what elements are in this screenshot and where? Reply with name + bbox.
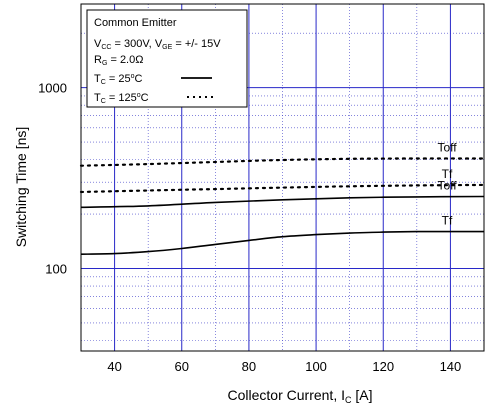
- x-tick-label: 60: [175, 359, 189, 374]
- x-axis-label: Collector Current, IC [A]: [228, 387, 373, 405]
- legend-line-common-emitter: Common Emitter: [94, 17, 177, 29]
- x-tick-label: 100: [305, 359, 327, 374]
- y-tick-label: 1000: [38, 81, 67, 96]
- y-tick-label: 100: [45, 262, 67, 277]
- series-label: Toff: [437, 140, 457, 154]
- series-label: Tf: [442, 214, 453, 228]
- y-axis-label: Switching Time [ns]: [13, 127, 29, 248]
- legend-line-rg: RG = 2.0Ω: [94, 54, 143, 67]
- x-tick-label: 80: [242, 359, 256, 374]
- series-label: Toff: [437, 179, 457, 193]
- x-tick-label: 40: [107, 359, 121, 374]
- x-tick-label: 120: [372, 359, 394, 374]
- legend-line-vcc-vge: VCC = 300V, VGE = +/- 15V: [94, 38, 221, 51]
- legend: Common Emitter VCC = 300V, VGE = +/- 15V…: [87, 10, 247, 107]
- x-tick-label: 140: [440, 359, 462, 374]
